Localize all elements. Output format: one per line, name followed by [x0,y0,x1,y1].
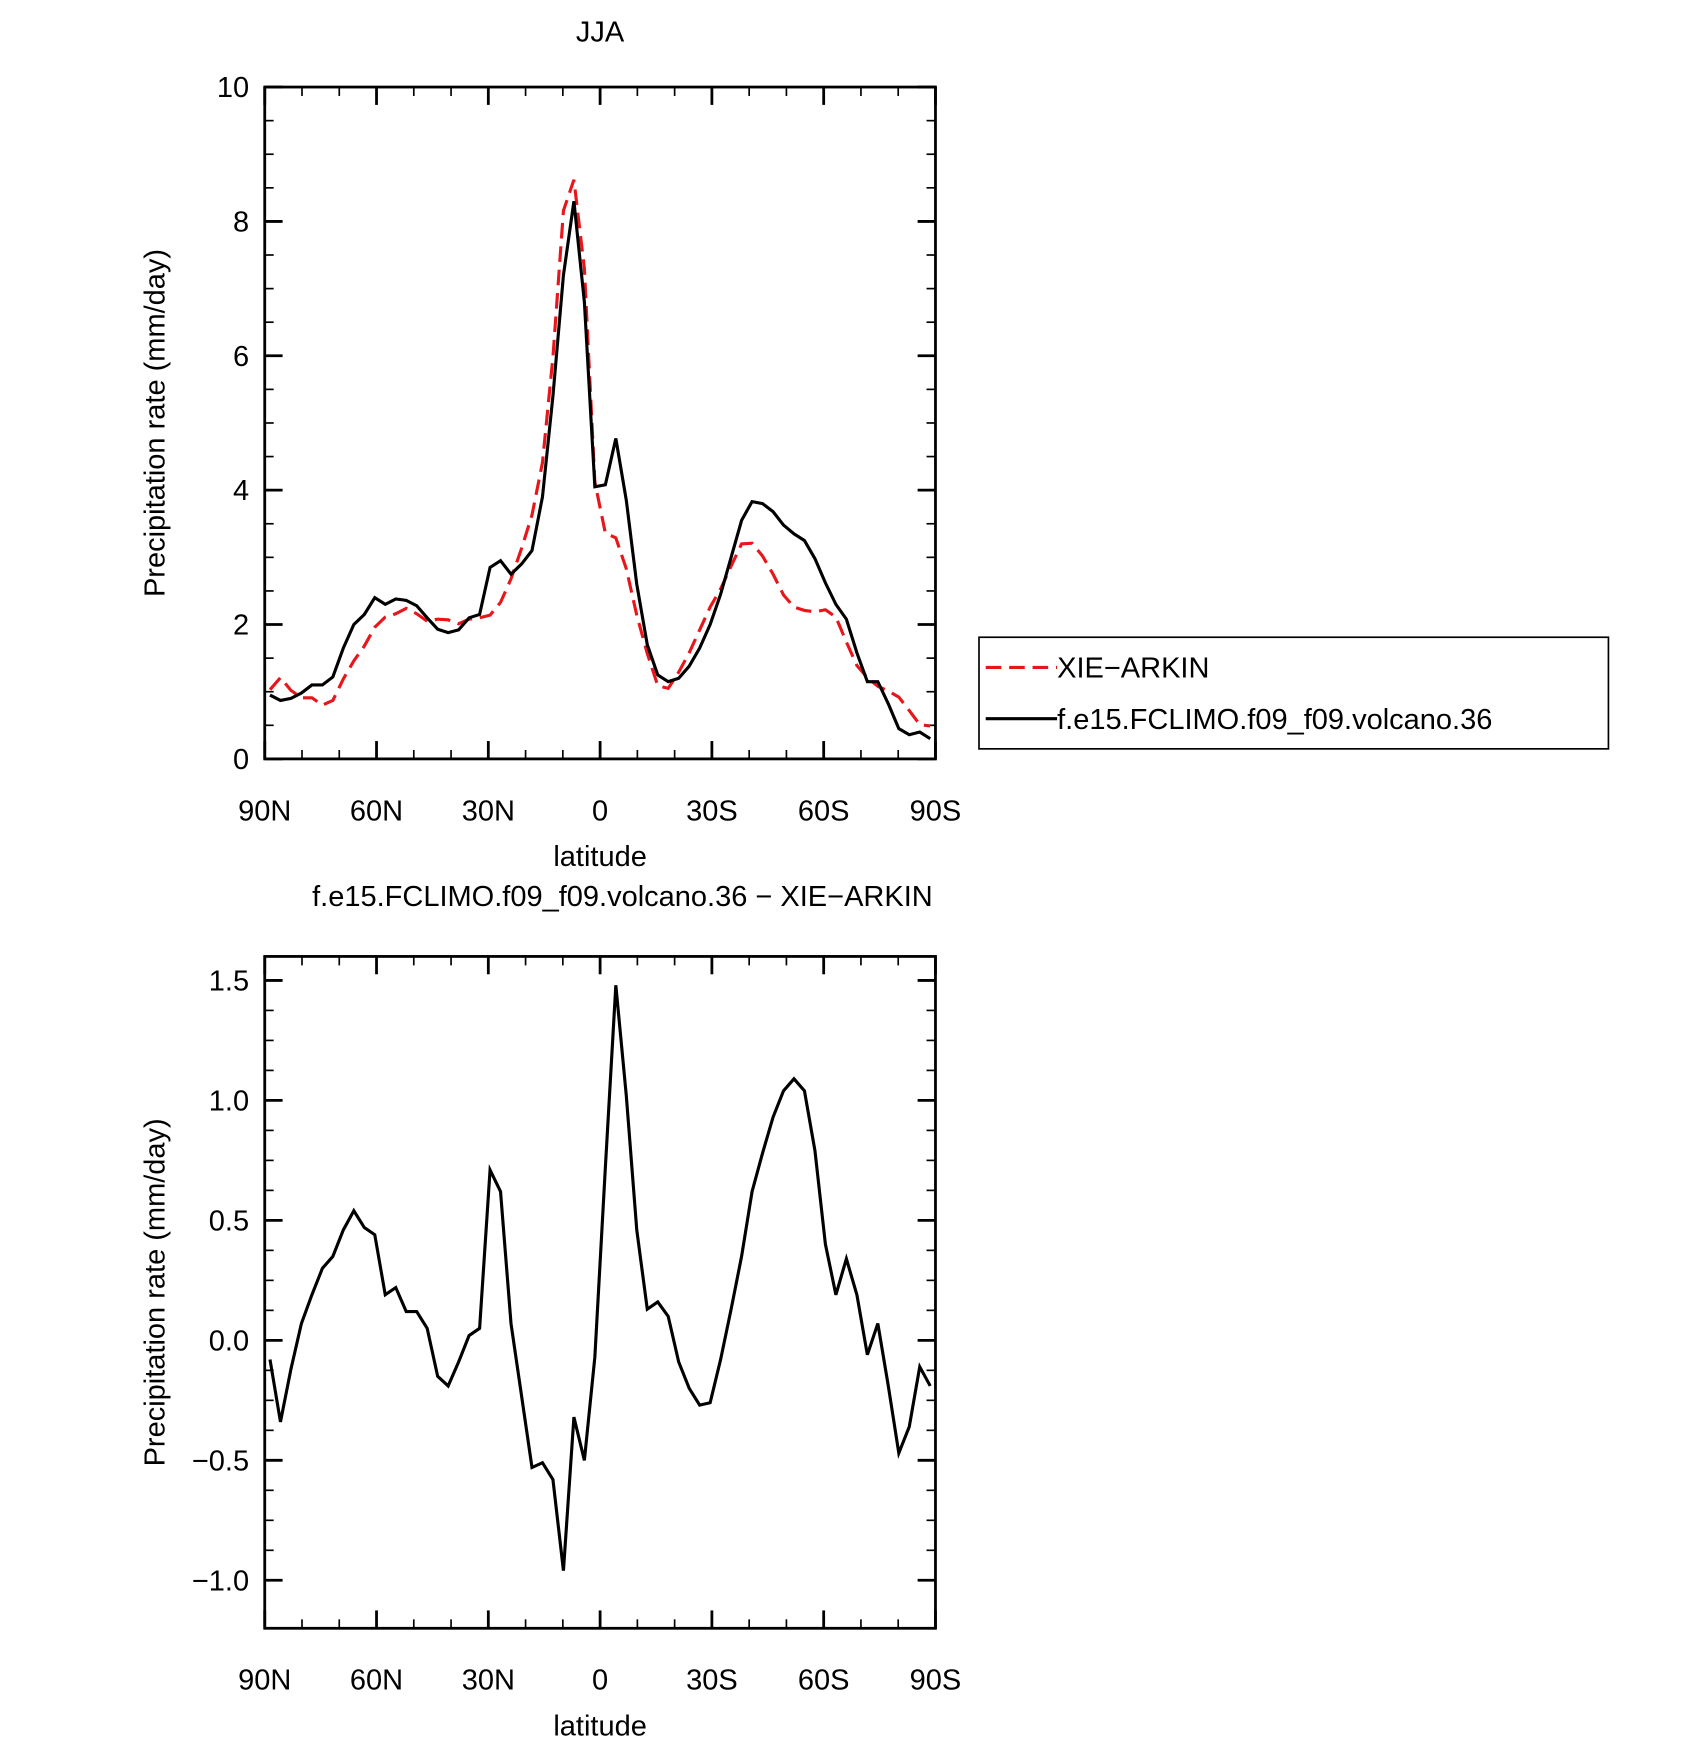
x-tick-label: 90N [238,1665,291,1697]
y-tick-label: 0.0 [209,1325,249,1357]
y-axis-label: Precipitation rate (mm/day) [139,1118,171,1466]
x-tick-label: 0 [592,1665,608,1697]
x-axis-label: latitude [553,1710,647,1741]
x-tick-label: 60S [798,795,850,827]
y-tick-label: 10 [217,72,249,104]
x-axis-label: latitude [553,841,647,873]
x-tick-label: 0 [592,795,608,827]
data-line [269,201,932,741]
y-tick-label: 1.0 [209,1085,249,1117]
y-tick-label: 8 [233,206,249,238]
y-tick-label: 4 [233,475,249,507]
legend-box [978,636,1610,750]
chart-title: f.e15.FCLIMO.f09_f09.volcano.36 − XIE−AR… [312,881,933,913]
x-tick-label: 60N [350,795,403,827]
data-line [268,179,931,728]
data-line [268,985,932,1571]
legend-label: XIE−ARKIN [1057,652,1209,684]
x-tick-label: 30S [686,795,738,827]
x-tick-label: 60S [798,1665,850,1697]
x-tick-label: 90S [910,1665,962,1697]
y-tick-label: 2 [233,610,249,642]
plot-frame [263,85,937,761]
x-tick-label: 30N [462,795,515,827]
x-tick-label: 60N [350,1665,403,1697]
y-axis-label: Precipitation rate (mm/day) [139,249,171,597]
y-tick-label: 0.5 [209,1205,249,1237]
x-tick-label: 30S [686,1665,738,1697]
y-tick-label: 6 [233,341,249,373]
y-tick-label: −0.5 [192,1445,249,1477]
y-tick-label: 0 [233,744,249,776]
chart-title: JJA [576,16,625,48]
x-tick-label: 30N [462,1665,515,1697]
x-tick-label: 90S [910,795,962,827]
y-tick-label: 1.5 [209,965,249,997]
y-tick-label: −1.0 [192,1565,249,1597]
x-tick-label: 90N [238,795,291,827]
legend-label: f.e15.FCLIMO.f09_f09.volcano.36 [1057,704,1492,736]
